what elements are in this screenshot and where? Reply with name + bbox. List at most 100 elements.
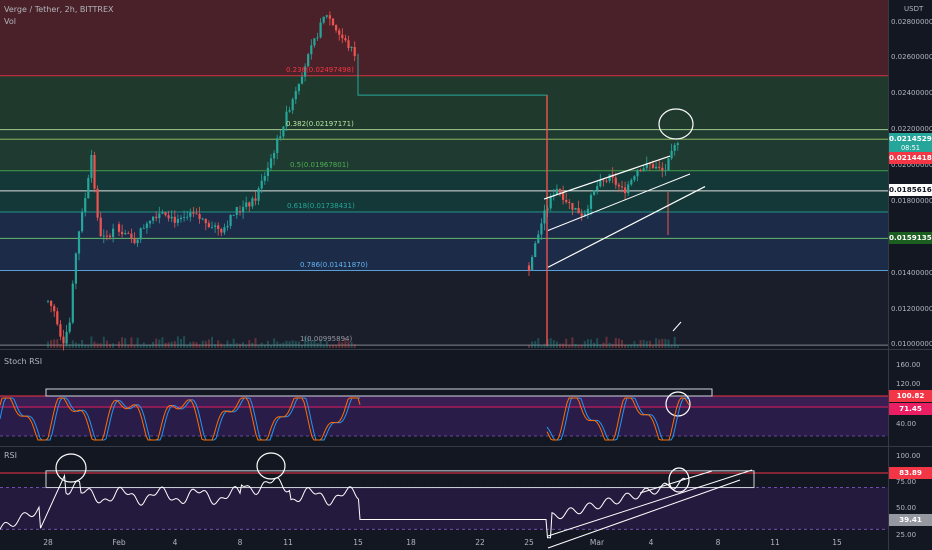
volume-bar [84,344,87,348]
currency-label[interactable]: USDT [904,5,924,13]
volume-bar [142,342,145,348]
candle-body [596,186,599,191]
candle-body [201,218,204,220]
candle-body [670,150,673,159]
volume-bar [81,339,84,348]
fib-zone [0,170,888,212]
volume-bar [207,339,210,348]
stoch-rsi-pane [0,388,888,441]
volume-bar [571,337,574,348]
candle-body [124,233,127,235]
stoch-band-top [0,396,888,406]
volume-bar [173,341,176,348]
candle-body [257,188,260,201]
candle-body [608,174,611,181]
volume-bar [568,345,571,348]
channel-line [547,173,691,231]
rsi-tick: 100.00 [896,452,921,461]
volume-bar [630,344,633,348]
time-tick: 4 [172,538,178,547]
time-tick: 4 [648,538,654,547]
drawing-overlays[interactable] [543,108,706,332]
volume-bar [599,344,602,348]
candle-body [676,143,679,146]
volume-bar [673,336,676,348]
price-candles [46,11,679,351]
volume-bar [198,344,201,348]
candle-body [173,216,176,223]
rsi-level-box: 39.41 [889,513,932,526]
candle-body [133,238,136,244]
price-tick: 0.01400000 [891,268,932,277]
volume-bar [273,338,276,348]
volume-bar [74,342,77,348]
volume-bar [245,345,248,348]
volume-bars [47,336,679,348]
volume-bar [652,344,654,348]
volume-bar [285,340,288,348]
candle-body [617,184,620,187]
volume-bar [301,345,303,348]
candle-body [593,190,596,195]
volume-bar [297,341,300,348]
volume-bar [291,340,294,348]
candle-body [313,38,316,46]
candle-body [207,223,210,227]
volume-bar [118,341,120,348]
volume-bar [602,342,605,348]
candle-body [586,208,589,214]
candle-body [338,30,341,35]
fib-zone [0,129,888,171]
candle-body [229,214,232,226]
candle-body [260,180,263,189]
stoch-level-box: 100.82 [889,390,932,402]
rsi-tick: 75.00 [896,478,917,487]
candle-body [142,227,145,229]
candle-body [220,228,223,233]
candle-body [291,99,294,111]
volume-bar [136,337,139,348]
volume-bar [183,336,186,348]
rsi-tick: 25.00 [896,530,917,539]
volume-bar [636,344,639,348]
candle-body [307,54,310,67]
time-tick: 25 [524,538,534,547]
volume-bar [344,338,347,348]
volume-bar [260,342,263,348]
candle-body [325,15,328,17]
candle-body [266,167,269,177]
candle-body [251,198,254,207]
candle-body [210,226,214,228]
candle-body [179,217,183,220]
candle-body [602,180,605,182]
volume-bar [56,339,59,348]
volume-bar [65,341,68,348]
candle-body [59,324,62,337]
volume-bar [149,345,151,348]
price-tick: 0.01800000 [891,196,932,205]
volume-bar [226,340,229,348]
volume-bar [229,343,232,348]
candle-body [304,66,307,77]
volume-bar [605,336,608,348]
volume-bar [633,341,636,348]
volume-bar [152,341,155,348]
price-tick: 0.01000000 [891,340,932,349]
candle-body [242,206,245,213]
price-tick: 0.02400000 [891,89,932,98]
candle-body [633,176,636,180]
stoch-box [45,388,713,397]
volume-bar [254,338,257,348]
volume-bar [270,345,272,348]
volume-bar [664,338,667,348]
rsi-circle [668,467,690,493]
fib-label: 0.786(0.01411870) [300,260,368,269]
volume-bar [50,340,53,348]
volume-bar [353,343,356,348]
candle-body [167,215,170,219]
candle-body [543,210,546,224]
volume-bar [232,338,235,348]
candle-body [540,223,543,235]
volume-bar [667,339,670,348]
